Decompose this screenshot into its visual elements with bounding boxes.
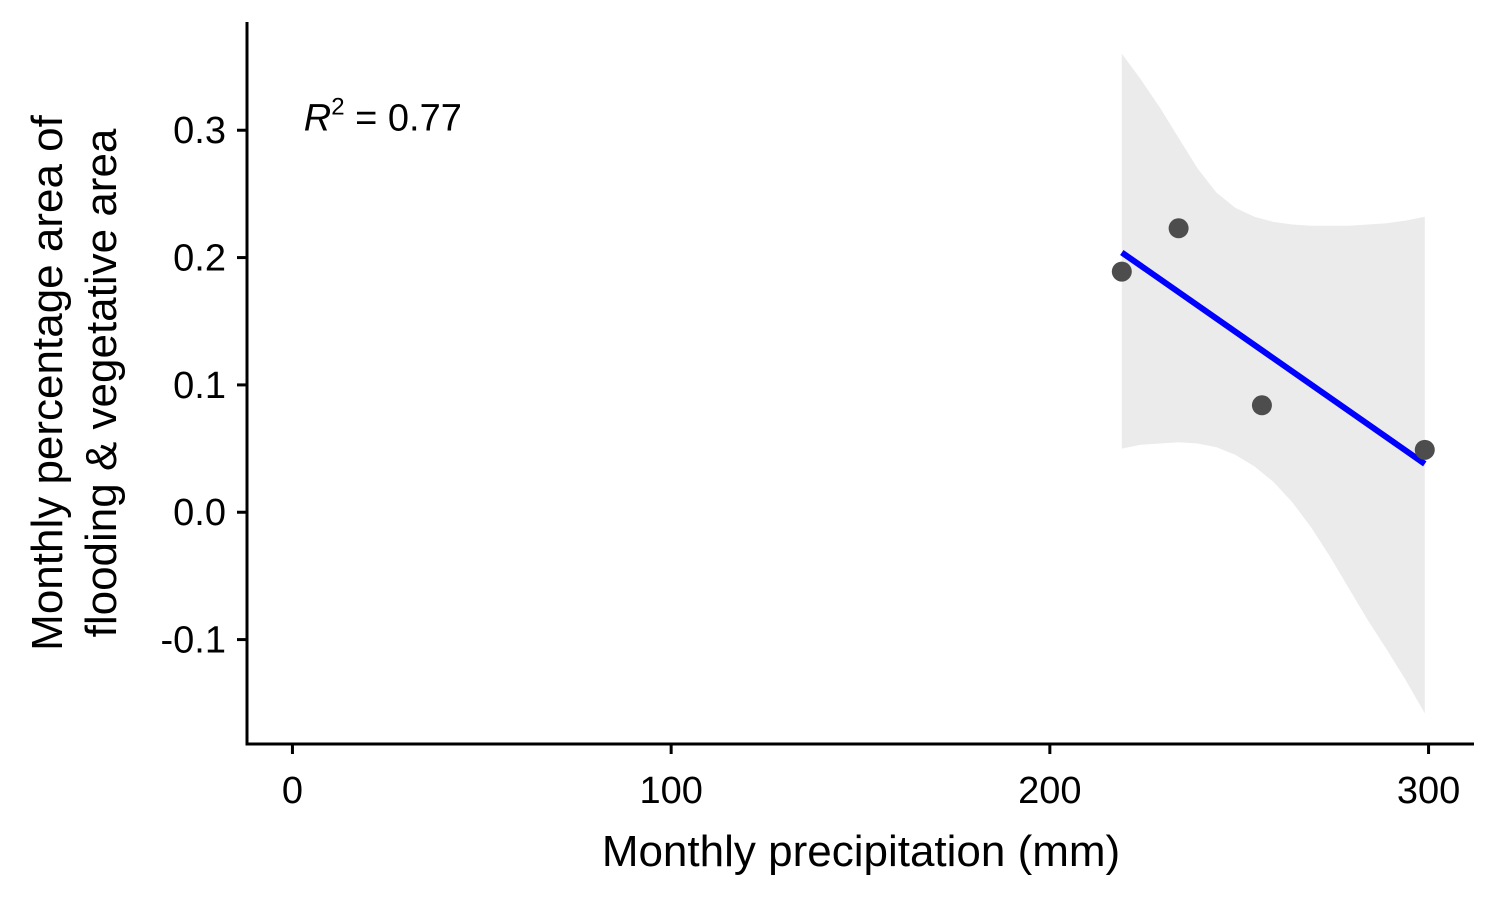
- y-tick-label-0.1: 0.1: [173, 365, 226, 407]
- y-tick-label--0.1: -0.1: [161, 620, 226, 662]
- regression-line: [1120, 250, 1427, 467]
- x-axis-title: Monthly precipitation (mm): [602, 827, 1120, 876]
- y-axis-title-line-1: Monthly percentage area of: [23, 114, 72, 650]
- r-squared-exponent: 2: [331, 94, 344, 121]
- y-tick-label-0.2: 0.2: [173, 238, 226, 280]
- y-axis-title-line-2: flooding & vegetative area: [77, 128, 126, 637]
- r-squared-var: R: [304, 98, 331, 140]
- axes-layer: 0 100 200 300 -0.1 0.0 0.1 0.2 0.3: [161, 22, 1474, 812]
- data-points-layer: [1111, 218, 1435, 460]
- x-tick-label-0: 0: [282, 770, 303, 812]
- y-tick-label-0.3: 0.3: [173, 110, 226, 152]
- r-squared-annotation: R2 = 0.77: [304, 94, 462, 140]
- data-point-2: [1168, 218, 1189, 239]
- data-point-1: [1111, 261, 1132, 282]
- confidence-band-layer: [1121, 53, 1425, 714]
- data-point-3: [1251, 395, 1272, 416]
- x-tick-label-300: 300: [1397, 770, 1460, 812]
- fit-line-layer: [1120, 250, 1427, 467]
- y-tick-label-0.0: 0.0: [173, 492, 226, 534]
- confidence-band: [1121, 53, 1425, 714]
- y-axis-title: Monthly percentage area of flooding & ve…: [23, 114, 126, 650]
- r-squared-value: = 0.77: [345, 98, 462, 140]
- x-tick-label-100: 100: [639, 770, 702, 812]
- x-tick-label-200: 200: [1018, 770, 1081, 812]
- data-point-4: [1414, 439, 1435, 460]
